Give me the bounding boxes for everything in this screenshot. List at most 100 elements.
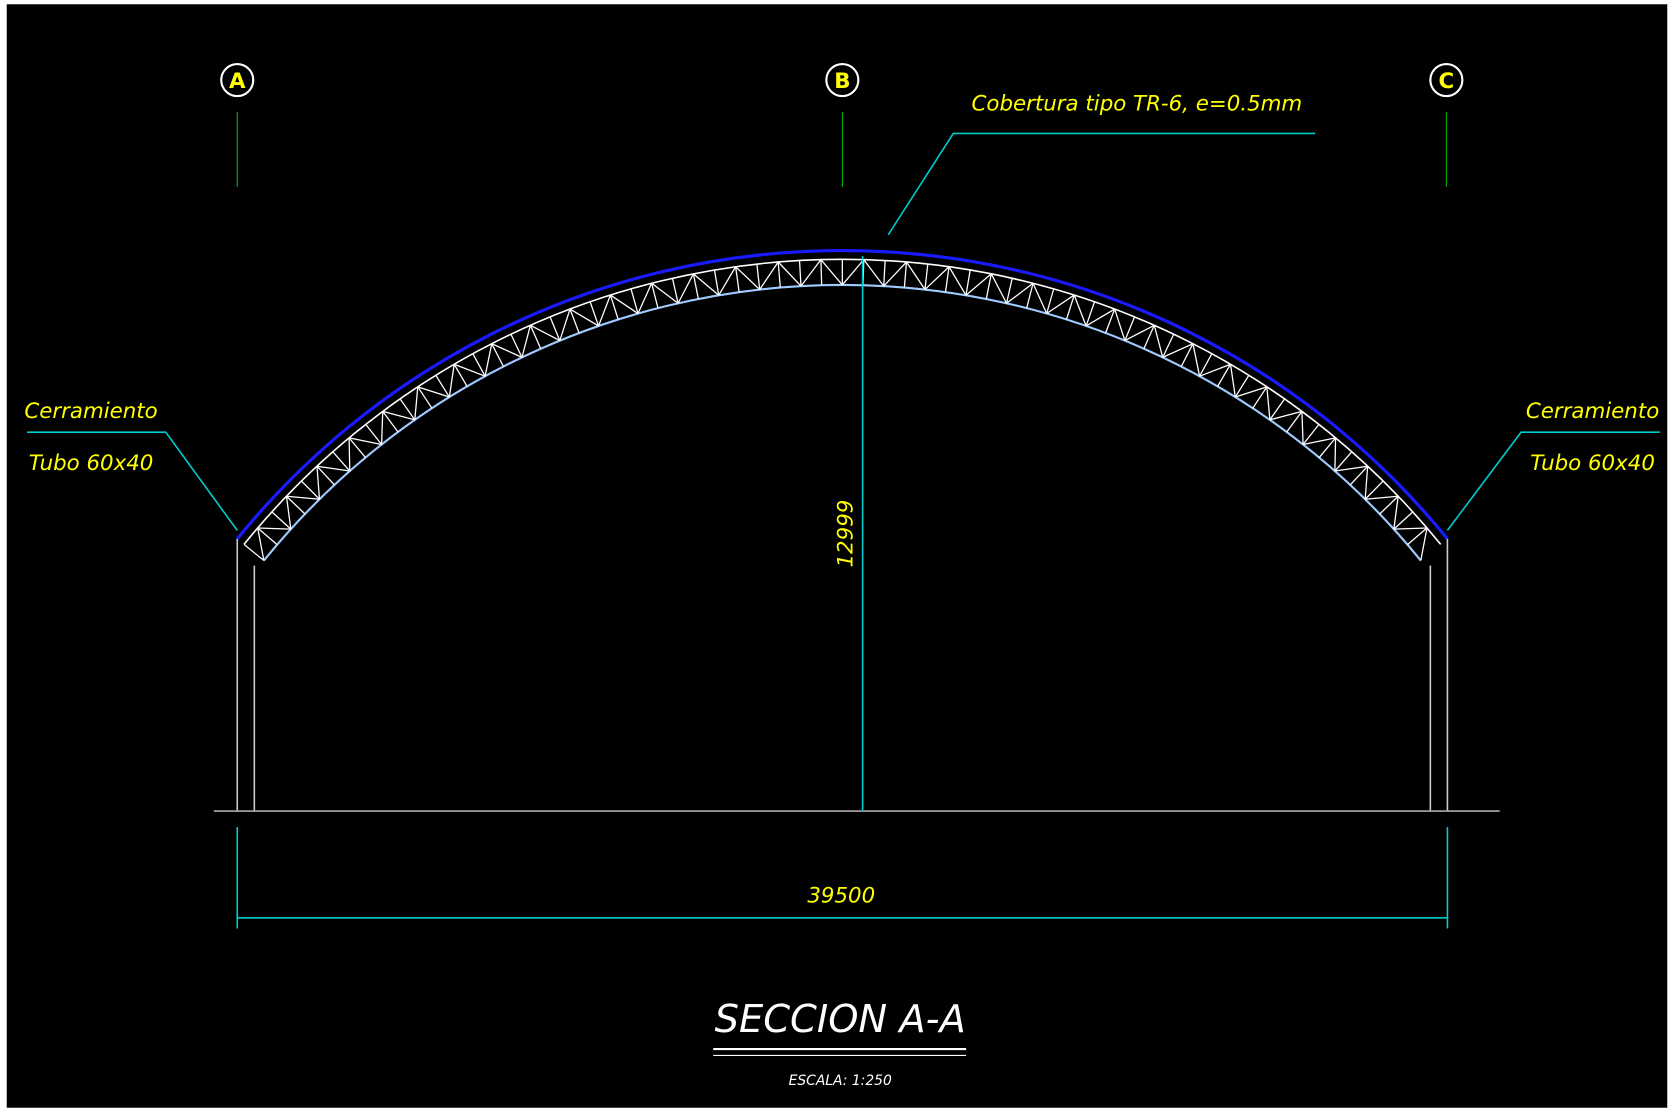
truss-member	[1393, 496, 1399, 530]
truss-member	[1192, 343, 1201, 377]
scale: ESCALA: 1:250	[789, 1073, 892, 1089]
truss-member	[677, 273, 694, 304]
truss-member	[756, 264, 761, 290]
truss-member	[1073, 294, 1087, 327]
truss-member	[529, 325, 542, 349]
truss-member	[316, 465, 350, 472]
truss-member	[569, 308, 580, 334]
truss-member	[1393, 511, 1414, 530]
truss-member	[382, 410, 415, 421]
truss-member	[630, 288, 639, 314]
truss-member	[1302, 424, 1320, 445]
truss-member	[1266, 386, 1271, 420]
truss-member	[1026, 283, 1034, 309]
truss-member	[905, 261, 926, 290]
truss-member	[453, 363, 486, 377]
truss-member	[399, 398, 416, 421]
truss-member	[263, 283, 1422, 562]
note-text: Tubo 60x40	[1530, 451, 1655, 476]
truss-member	[777, 261, 802, 287]
truss-member	[948, 266, 967, 296]
truss-member	[286, 495, 306, 515]
title: SECCION A-A	[715, 997, 966, 1042]
truss-member	[1085, 301, 1096, 327]
truss-member	[841, 259, 865, 286]
truss-member	[1318, 437, 1337, 458]
truss-member	[692, 273, 720, 296]
truss-member	[609, 294, 619, 320]
truss-member	[1143, 325, 1155, 349]
span-dimension: 39500	[807, 883, 875, 908]
truss-member	[484, 343, 493, 377]
truss-member	[1005, 278, 1013, 304]
truss-member	[417, 386, 433, 409]
truss-member	[316, 466, 321, 500]
truss-member	[1364, 466, 1369, 500]
truss-member	[569, 308, 599, 327]
truss-member	[1334, 437, 1337, 472]
truss-member	[798, 260, 802, 287]
truss-member	[1301, 411, 1304, 445]
note-text: Cerramiento	[1526, 399, 1659, 424]
truss-member	[1046, 294, 1075, 315]
truss-member	[924, 264, 929, 290]
truss-member	[883, 260, 886, 287]
truss-member	[530, 324, 561, 342]
dimension-lines	[236, 256, 1449, 929]
truss-member	[417, 386, 450, 398]
truss-member	[559, 308, 571, 341]
truss-member	[800, 259, 822, 287]
truss-member	[1420, 527, 1428, 561]
truss-member	[1032, 283, 1048, 314]
truss-member	[348, 437, 351, 472]
drawing-area	[6, 4, 1668, 1108]
truss-member	[453, 363, 468, 387]
truss-member	[448, 364, 455, 398]
truss-member	[924, 266, 950, 290]
truss-member	[521, 325, 532, 358]
truss-member	[1046, 288, 1055, 314]
truss-member	[1124, 316, 1136, 341]
truss-member	[965, 273, 992, 296]
truss-member	[549, 316, 561, 341]
truss-member	[651, 283, 659, 309]
truss-member	[271, 511, 292, 530]
truss-member	[1349, 465, 1369, 486]
truss-member	[1334, 465, 1368, 472]
truss-member	[1199, 363, 1231, 377]
truss-member	[1252, 386, 1268, 409]
truss-member	[365, 424, 383, 445]
truss-member	[713, 269, 720, 296]
grid-axes	[220, 62, 1464, 187]
truss-member	[1065, 294, 1075, 320]
grid-label: A	[229, 69, 246, 94]
arch-truss	[243, 258, 1442, 562]
truss-member	[759, 261, 779, 290]
truss-member	[1085, 308, 1115, 327]
roof-cover	[236, 248, 1449, 540]
truss-member	[382, 411, 399, 433]
truss-member	[1393, 527, 1427, 530]
note-text: Cerramiento	[24, 399, 157, 424]
truss-member	[863, 259, 885, 287]
truss-member	[735, 266, 761, 290]
truss-member	[990, 273, 1008, 304]
grid-label: B	[834, 69, 850, 94]
truss-member	[1269, 398, 1286, 421]
columns	[236, 538, 1449, 812]
truss-member	[1153, 325, 1164, 358]
truss-member	[472, 353, 486, 377]
truss-member	[1105, 308, 1116, 334]
truss-member	[1407, 527, 1428, 546]
truss-member	[285, 496, 292, 530]
truss-member	[491, 343, 504, 367]
truss-member	[692, 273, 699, 300]
truss-member	[1334, 451, 1353, 472]
truss-member	[1162, 343, 1194, 358]
truss-member	[1124, 324, 1155, 342]
truss-member	[1269, 410, 1303, 421]
truss-member	[597, 294, 612, 327]
truss-member	[610, 294, 639, 315]
truss-member	[257, 527, 291, 530]
